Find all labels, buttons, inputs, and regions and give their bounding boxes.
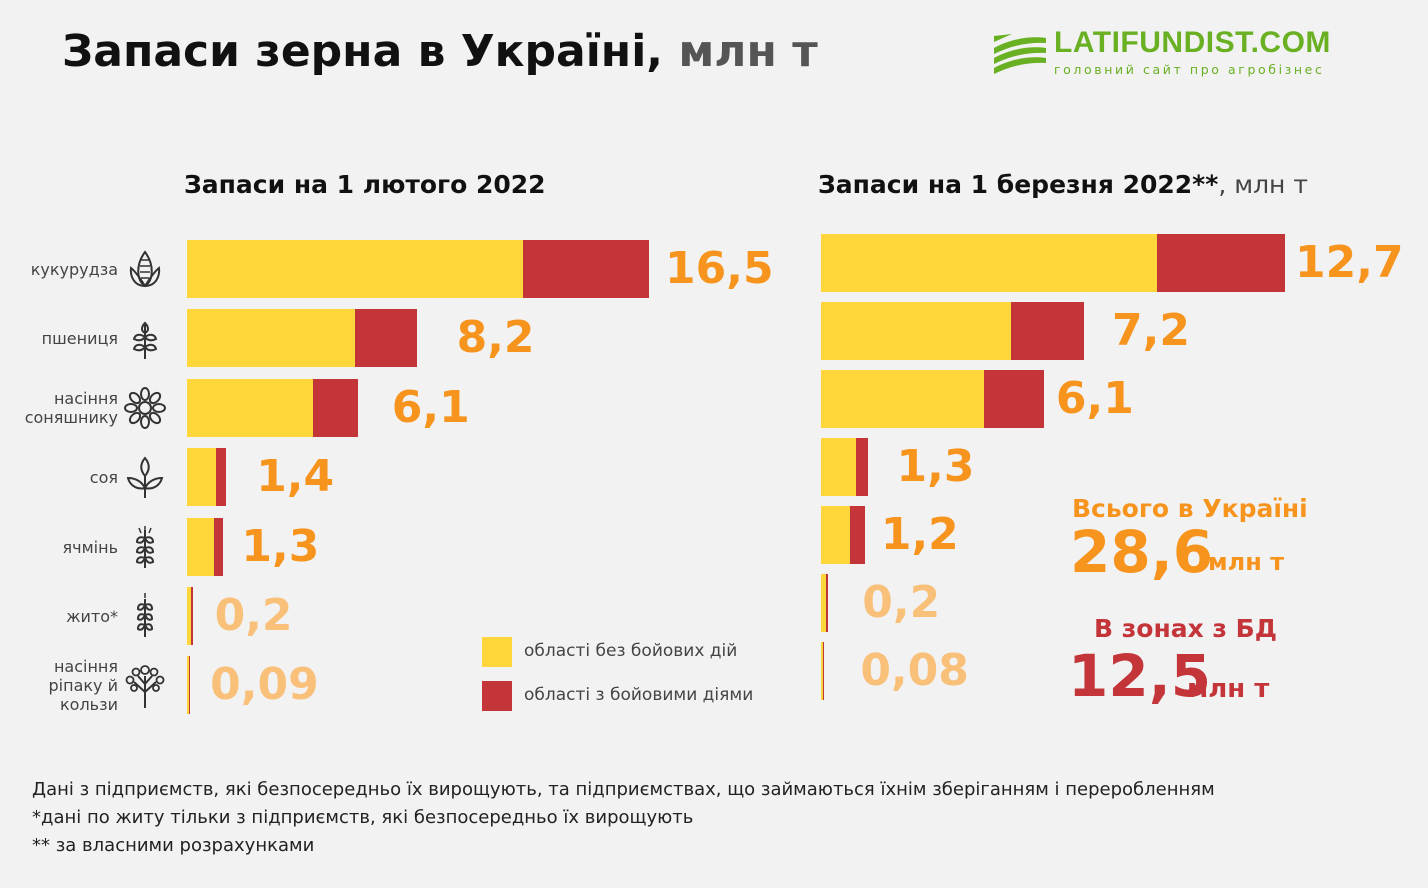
- mar-value-label: 7,2: [1112, 305, 1190, 356]
- legend-label-combat: області з бойовими діями: [524, 685, 754, 705]
- category-label-line: пшениця: [41, 328, 118, 348]
- legend-swatch-combat: [482, 681, 512, 711]
- feb-bar-combat: [190, 587, 193, 645]
- category-label: пшениця: [42, 329, 118, 348]
- page-title-unit: млн т: [678, 26, 818, 77]
- category-label: кукурудза: [31, 260, 118, 279]
- logo-tagline: головний сайт про агробізнес: [1054, 62, 1325, 77]
- mar-value-label: 1,2: [880, 509, 959, 560]
- category-label: насіння ріпаку й кользи: [49, 657, 118, 714]
- category-label-line: жито*: [66, 606, 118, 626]
- mar-bar-no-combat: [821, 574, 827, 632]
- feb-bar-combat: [213, 518, 224, 576]
- latifundist-logo[interactable]: LATIFUNDIST.COM головний сайт про агробі…: [992, 26, 1372, 82]
- mar-bar-combat: [983, 370, 1044, 428]
- category-label-line: насіння: [53, 656, 118, 676]
- mar-value-label: 1,3: [896, 441, 975, 492]
- mar-value-label: 0,2: [862, 577, 941, 628]
- total-unit: млн т: [1208, 548, 1285, 576]
- feb-bar-combat: [355, 309, 417, 367]
- rapeseed-icon: [125, 665, 165, 708]
- mar-bar-no-combat: [821, 438, 856, 496]
- legend-label-no-combat: області без бойових дій: [524, 641, 738, 661]
- mar-bar-combat: [850, 506, 865, 564]
- mar-value-label: 6,1: [1055, 373, 1134, 424]
- feb-bar-combat: [523, 240, 649, 298]
- feb-bar-no-combat: [187, 240, 523, 298]
- mar-bar-combat: [1157, 234, 1285, 292]
- chart-1-title: Запаси на 1 лютого 2022: [184, 170, 546, 199]
- category-label-line: кукурудза: [30, 259, 118, 279]
- category-label: соя: [90, 468, 118, 487]
- feb-value-label: 16,5: [665, 243, 774, 294]
- legend-swatch-no-combat: [482, 637, 512, 667]
- footnote-2: *дані по житу тільки з підприємств, які …: [32, 807, 694, 828]
- feb-value-label: 6,1: [391, 382, 470, 433]
- mar-value-label: 12,7: [1295, 237, 1404, 288]
- feb-value-label: 1,3: [241, 521, 320, 572]
- zone-label: В зонах з БД: [1094, 614, 1277, 643]
- zone-value: 12,5: [1068, 642, 1212, 710]
- zone-unit: млн т: [1187, 674, 1270, 704]
- mar-bar-no-combat: [821, 506, 851, 564]
- mar-bar-no-combat: [821, 370, 984, 428]
- soy-sprout-icon: [126, 456, 164, 498]
- category-label-line: ріпаку й: [48, 675, 118, 695]
- mar-bar-combat: [855, 438, 869, 496]
- mar-bar-combat: [1010, 302, 1085, 360]
- mar-bar-no-combat: [821, 642, 823, 700]
- feb-value-label: 0,2: [214, 590, 293, 641]
- mar-value-label: 0,08: [860, 645, 969, 696]
- feb-bar-no-combat: [187, 379, 313, 437]
- feb-bar-no-combat: [187, 448, 217, 506]
- category-label: ячмінь: [63, 538, 118, 557]
- page-title: Запаси зерна в Україні, млн т: [62, 26, 818, 77]
- category-label: жито*: [66, 607, 118, 626]
- footnote-3: ** за власними розрахунками: [32, 835, 315, 856]
- rye-icon: [136, 593, 154, 637]
- total-label: Всього в Україні: [1072, 494, 1308, 523]
- footnote-1: Дані з підприємств, які безпосередньо їх…: [32, 779, 1215, 800]
- barley-icon: [135, 526, 155, 568]
- feb-bar-no-combat: [187, 587, 191, 645]
- feb-bar-combat: [313, 379, 358, 437]
- feb-bar-combat: [216, 448, 227, 506]
- chart-2-title-unit: , млн т: [1218, 170, 1308, 199]
- category-label-line: насіння: [53, 389, 118, 408]
- chart-2-title-text: Запаси на 1 березня 2022**: [818, 170, 1219, 199]
- category-label: насіння соняшнику: [25, 389, 118, 427]
- category-label-line: ячмінь: [62, 537, 118, 557]
- chart-2-title: Запаси на 1 березня 2022**, млн т: [818, 170, 1308, 199]
- chart-1-title-text: Запаси на 1 лютого 2022: [184, 170, 546, 199]
- sunflower-icon: [124, 387, 166, 429]
- logo-name: LATIFUNDIST.COM: [1054, 26, 1331, 59]
- wheat-icon: [132, 321, 158, 359]
- mar-bar-combat: [826, 574, 829, 632]
- feb-bar-no-combat: [187, 518, 214, 576]
- mar-bar-combat: [822, 642, 825, 700]
- field-stripes-icon: [994, 34, 1046, 74]
- category-label-line: кользи: [59, 694, 118, 714]
- feb-value-label: 0,09: [210, 659, 319, 710]
- corn-icon: [129, 250, 161, 288]
- total-value: 28,6: [1070, 518, 1214, 586]
- feb-bar-no-combat: [187, 656, 189, 714]
- feb-value-label: 8,2: [456, 312, 535, 363]
- mar-bar-no-combat: [821, 302, 1011, 360]
- feb-bar-combat: [188, 656, 191, 714]
- feb-value-label: 1,4: [256, 451, 335, 502]
- feb-bar-no-combat: [187, 309, 355, 367]
- category-label-line: соняшнику: [24, 408, 118, 427]
- category-label-line: соя: [89, 467, 118, 487]
- mar-bar-no-combat: [821, 234, 1158, 292]
- page-title-main: Запаси зерна в Україні,: [62, 26, 664, 77]
